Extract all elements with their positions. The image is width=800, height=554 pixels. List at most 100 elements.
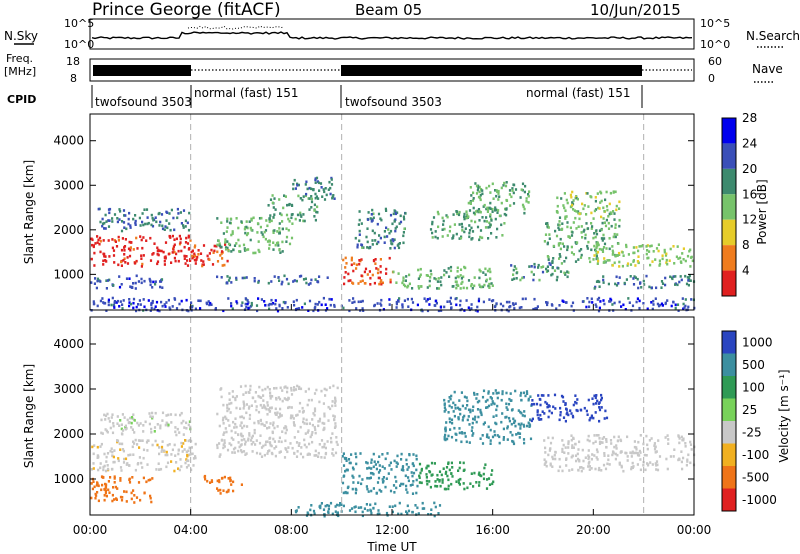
heatmap-cell [564,419,567,423]
heatmap-cell [644,468,647,472]
heatmap-cell [603,221,606,224]
heatmap-cell [122,449,125,453]
heatmap-cell [312,509,316,513]
heatmap-cell [549,463,552,467]
heatmap-cell [140,238,143,242]
heatmap-cell [615,204,618,208]
heatmap-cell [153,430,156,433]
heatmap-cell [655,460,659,463]
heatmap-cell [329,407,332,411]
heatmap-cell [230,436,233,440]
heatmap-cell [91,238,94,242]
heatmap-cell [183,257,186,260]
heatmap-cell [485,216,488,219]
heatmap-cell [596,450,599,454]
heatmap-cell [627,253,630,256]
heatmap-cell [344,490,347,494]
heatmap-cell [657,243,660,246]
heatmap-cell [150,306,153,310]
heatmap-cell [436,473,439,477]
heatmap-cell [638,299,641,303]
heatmap-cell [617,251,621,255]
heatmap-cell [149,259,153,262]
heatmap-cell [163,228,166,231]
heatmap-cell [443,269,446,272]
heatmap-cell [476,309,479,313]
heatmap-cell [174,430,177,434]
heatmap-cell [122,259,125,262]
heatmap-cell [261,406,264,409]
heatmap-cell [500,201,503,205]
heatmap-cell [477,186,480,190]
heatmap-cell [252,216,255,220]
heatmap-cell [125,277,129,280]
heatmap-cell [130,421,133,425]
heatmap-cell [310,433,313,437]
heatmap-cell [101,224,104,228]
heatmap-cell [314,181,317,184]
heatmap-cell [513,307,516,310]
heatmap-cell [687,453,690,457]
heatmap-cell [130,286,133,289]
heatmap-cell [173,298,177,301]
heatmap-cell [277,416,280,419]
x-axis-label: Time UT [366,540,417,554]
heatmap-cell [563,451,566,454]
heatmap-cell [329,303,332,307]
heatmap-cell [488,483,492,486]
heatmap-cell [221,418,225,422]
heatmap-cell [538,418,541,421]
heatmap-cell [140,461,143,465]
heatmap-cell [304,390,307,393]
heatmap-cell [125,490,128,494]
heatmap-cell [270,406,273,409]
heatmap-cell [436,478,439,481]
heatmap-cell [182,209,186,212]
heatmap-cell [317,451,320,455]
heatmap-cell [226,406,229,410]
heatmap-cell [646,462,649,465]
heatmap-cell [689,443,693,446]
heatmap-cell [418,474,421,478]
heatmap-cell [174,259,177,263]
heatmap-cell [374,502,377,506]
heatmap-cell [232,447,236,451]
heatmap-cell [567,442,570,446]
heatmap-cell [576,241,579,244]
heatmap-cell [237,238,240,242]
heatmap-cell [222,443,225,446]
heatmap-cell [345,468,348,472]
heatmap-cell [285,398,288,401]
heatmap-cell [415,454,418,458]
heatmap-cell [508,189,512,192]
heatmap-cell [523,414,526,418]
heatmap-cell [313,209,316,212]
heatmap-cell [278,397,282,401]
heatmap-cell [445,214,448,217]
heatmap-cell [654,462,657,465]
heatmap-cell [596,458,599,461]
heatmap-cell [268,426,271,429]
heatmap-cell [586,227,590,230]
heatmap-cell [234,446,237,450]
heatmap-cell [570,195,573,199]
heatmap-cell [523,207,526,211]
heatmap-cell [539,413,542,417]
heatmap-cell [140,277,143,281]
heatmap-cell [654,451,657,454]
heatmap-cell [492,415,495,418]
heatmap-cell [482,205,485,208]
heatmap-cell [487,208,490,212]
heatmap-cell [639,451,642,454]
heatmap-cell [637,261,640,265]
heatmap-cell [689,265,692,268]
heatmap-cell [331,452,334,455]
heatmap-cell [296,213,300,217]
heatmap-cell [495,236,498,239]
cpid-segment-label: normal (fast) 151 [526,86,630,100]
heatmap-cell [584,456,587,459]
heatmap-cell [276,309,280,313]
heatmap-cell [674,306,677,310]
heatmap-cell [476,400,479,404]
heatmap-cell [466,213,469,216]
